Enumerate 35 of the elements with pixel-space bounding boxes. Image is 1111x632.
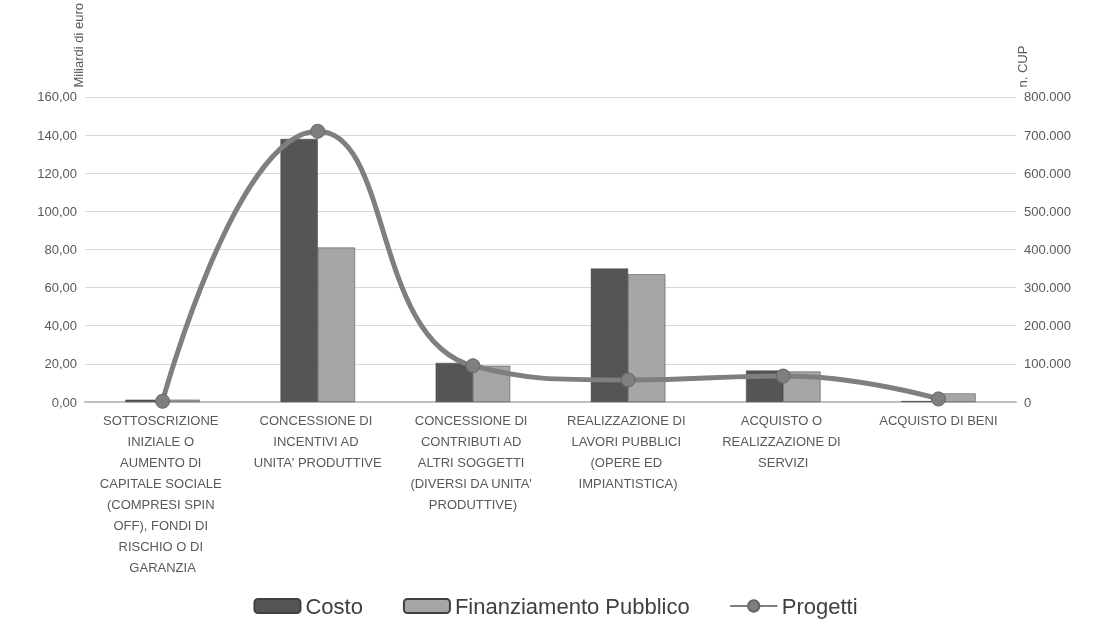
- point: [155, 393, 171, 409]
- x-tick-label: ACQUISTO O REALIZZAZIONE DI SERVIZI: [722, 413, 845, 470]
- y2-axis-title: n. CUP: [1015, 45, 1030, 88]
- x-tick-label: ACQUISTO DI BENI: [879, 413, 998, 428]
- y-tick-label: 60,00: [44, 280, 77, 296]
- y2-tick-label: 100.000: [1024, 356, 1071, 372]
- legend-label: Progetti: [781, 593, 858, 619]
- y2-tick-label: 500.000: [1024, 203, 1071, 219]
- y-tick-label: 140,00: [37, 127, 77, 143]
- point: [310, 123, 326, 139]
- y-tick-label: 80,00: [44, 241, 77, 257]
- y-axis-title: Miliardi di euro: [71, 3, 86, 88]
- y2-tick-label: 300.000: [1024, 280, 1071, 296]
- point: [620, 372, 636, 388]
- y2-tick-label: 0: [1024, 394, 1032, 410]
- y2-tick-label: 700.000: [1024, 127, 1071, 143]
- y-tick-label: 100,00: [37, 203, 77, 219]
- y2-tick-label: 800.000: [1024, 89, 1071, 105]
- legend-label: Finanziamento Pubblico: [454, 593, 690, 619]
- y-tick-label: 0,00: [51, 394, 77, 410]
- y-tick-label: 120,00: [37, 165, 77, 181]
- point: [465, 358, 481, 374]
- y2-tick-label: 200.000: [1024, 318, 1071, 334]
- y2-tick-label: 600.000: [1024, 165, 1071, 181]
- y2-tick-label: 400.000: [1024, 241, 1071, 257]
- y-tick-label: 20,00: [44, 356, 77, 372]
- x-tick-label: SOTTOSCRIZIONE INIZIALE O AUMENTO DI CAPITALE SOCIALE (COMPRESI SPIN OFF), FONDI DI RISCHIO O DI GARANZIA: [99, 413, 226, 575]
- x-tick-label: CONCESSIONE DI CONTRIBUTI AD ALTRI SOGGETTI (DIVERSI DA UNITA' PRODUTTIVE): [410, 413, 536, 512]
- y-tick-label: 40,00: [44, 318, 77, 334]
- y-tick-label: 160,00: [37, 89, 77, 105]
- x-tick-label: CONCESSIONE DI INCENTIVI AD UNITA' PRODUTTIVE: [253, 413, 383, 470]
- x-tick-label: REALIZZAZIONE DI LAVORI PUBBLICI (OPERE ED IMPIANTISTICA): [567, 413, 690, 491]
- point: [775, 368, 791, 384]
- legend-label: Costo: [305, 593, 363, 619]
- point: [930, 391, 946, 407]
